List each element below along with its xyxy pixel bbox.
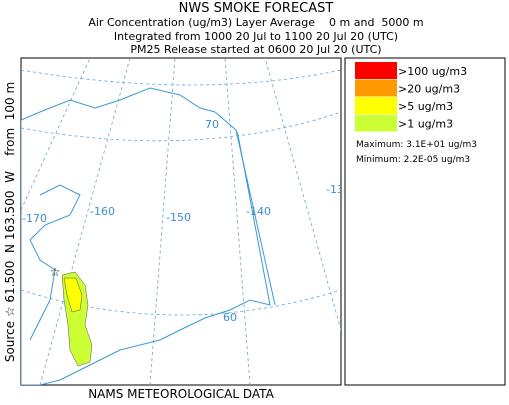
legend-label: >5 ug/m3	[398, 100, 453, 113]
legend: >100 ug/m3 >20 ug/m3 >5 ug/m3 >1 ug/m3	[355, 62, 467, 132]
legend-swatch	[355, 97, 397, 114]
plume-5	[63, 277, 83, 313]
source-label: Source ☆ 61.500 N 163.500 W from 100 m	[3, 82, 17, 362]
title: NWS SMOKE FORECAST	[179, 1, 334, 16]
legend-swatch	[355, 79, 397, 97]
coastline	[29, 129, 276, 341]
coastline	[21, 87, 271, 385]
latitude-label: 60	[223, 311, 237, 324]
subtitle: Integrated from 1000 20 Jul to 1100 20 J…	[114, 30, 398, 43]
subtitle: Air Concentration (ug/m3) Layer Average …	[88, 16, 423, 29]
legend-swatch	[355, 62, 397, 79]
longitude-label: -140	[246, 205, 271, 218]
legend-minimum: Minimum: 2.2E-05 ug/m3	[356, 155, 470, 165]
legend-label: >20 ug/m3	[398, 83, 460, 96]
source-star: ☆	[50, 265, 61, 279]
subtitle: PM25 Release started at 0600 20 Jul 20 (…	[130, 43, 381, 56]
longitude-label: -160	[90, 205, 115, 218]
legend-swatch	[355, 114, 397, 132]
map: ☆ -170 -160 -150 -140 -130 70 60	[21, 58, 351, 385]
longitude-label: -150	[166, 211, 191, 224]
footer: NAMS METEOROLOGICAL DATA	[88, 387, 274, 401]
graticule	[21, 58, 341, 385]
longitude-label: -170	[22, 212, 47, 225]
legend-maximum: Maximum: 3.1E+01 ug/m3	[356, 140, 477, 150]
legend-label: >1 ug/m3	[398, 118, 453, 131]
legend-label: >100 ug/m3	[398, 65, 467, 78]
longitude-label: -130	[326, 183, 351, 196]
latitude-label: 70	[205, 118, 219, 131]
